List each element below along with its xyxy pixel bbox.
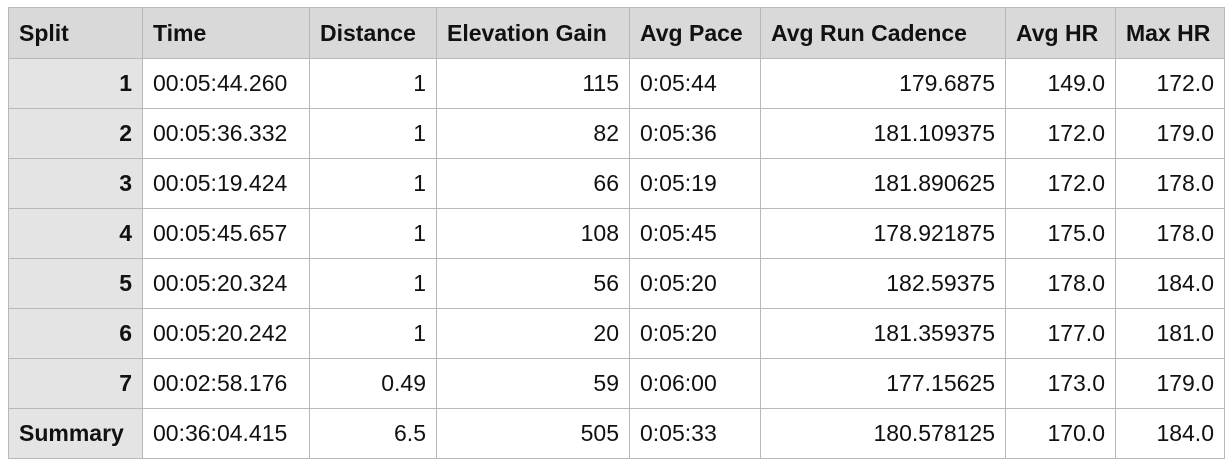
- table-row: 7 00:02:58.176 0.49 59 0:06:00 177.15625…: [8, 358, 1225, 409]
- column-header-distance[interactable]: Distance: [309, 7, 437, 59]
- time-cell[interactable]: 00:05:44.260: [142, 58, 310, 109]
- time-cell[interactable]: 00:05:20.324: [142, 258, 310, 309]
- table-row: 2 00:05:36.332 1 82 0:05:36 181.109375 1…: [8, 108, 1225, 159]
- split-number-cell[interactable]: 4: [8, 208, 143, 259]
- avg-pace-cell[interactable]: 0:05:20: [629, 258, 761, 309]
- avg-run-cadence-cell[interactable]: 182.59375: [760, 258, 1006, 309]
- elevation-gain-cell[interactable]: 56: [436, 258, 630, 309]
- avg-pace-cell[interactable]: 0:05:45: [629, 208, 761, 259]
- max-hr-cell[interactable]: 172.0: [1115, 58, 1225, 109]
- table-row: 1 00:05:44.260 1 115 0:05:44 179.6875 14…: [8, 58, 1225, 109]
- split-number-cell[interactable]: 7: [8, 358, 143, 409]
- avg-pace-cell[interactable]: 0:05:33: [629, 408, 761, 459]
- table-row: 4 00:05:45.657 1 108 0:05:45 178.921875 …: [8, 208, 1225, 259]
- time-cell[interactable]: 00:36:04.415: [142, 408, 310, 459]
- time-cell[interactable]: 00:05:20.242: [142, 308, 310, 359]
- avg-pace-cell[interactable]: 0:06:00: [629, 358, 761, 409]
- split-number-cell[interactable]: 5: [8, 258, 143, 309]
- elevation-gain-cell[interactable]: 108: [436, 208, 630, 259]
- max-hr-cell[interactable]: 178.0: [1115, 208, 1225, 259]
- summary-row: Summary 00:36:04.415 6.5 505 0:05:33 180…: [8, 408, 1225, 459]
- avg-pace-cell[interactable]: 0:05:36: [629, 108, 761, 159]
- avg-hr-cell[interactable]: 170.0: [1005, 408, 1116, 459]
- max-hr-cell[interactable]: 179.0: [1115, 108, 1225, 159]
- time-cell[interactable]: 00:02:58.176: [142, 358, 310, 409]
- split-number-cell[interactable]: 1: [8, 58, 143, 109]
- max-hr-cell[interactable]: 178.0: [1115, 158, 1225, 209]
- max-hr-cell[interactable]: 179.0: [1115, 358, 1225, 409]
- column-header-elevation-gain[interactable]: Elevation Gain: [436, 7, 630, 59]
- summary-label-cell[interactable]: Summary: [8, 408, 143, 459]
- avg-run-cadence-cell[interactable]: 181.109375: [760, 108, 1006, 159]
- distance-cell[interactable]: 1: [309, 258, 437, 309]
- avg-hr-cell[interactable]: 172.0: [1005, 108, 1116, 159]
- distance-cell[interactable]: 6.5: [309, 408, 437, 459]
- max-hr-cell[interactable]: 184.0: [1115, 258, 1225, 309]
- avg-hr-cell[interactable]: 177.0: [1005, 308, 1116, 359]
- avg-hr-cell[interactable]: 173.0: [1005, 358, 1116, 409]
- elevation-gain-cell[interactable]: 59: [436, 358, 630, 409]
- time-cell[interactable]: 00:05:36.332: [142, 108, 310, 159]
- split-number-cell[interactable]: 3: [8, 158, 143, 209]
- elevation-gain-cell[interactable]: 66: [436, 158, 630, 209]
- avg-pace-cell[interactable]: 0:05:20: [629, 308, 761, 359]
- distance-cell[interactable]: 1: [309, 308, 437, 359]
- avg-hr-cell[interactable]: 178.0: [1005, 258, 1116, 309]
- max-hr-cell[interactable]: 181.0: [1115, 308, 1225, 359]
- avg-run-cadence-cell[interactable]: 181.890625: [760, 158, 1006, 209]
- table-row: 6 00:05:20.242 1 20 0:05:20 181.359375 1…: [8, 308, 1225, 359]
- max-hr-cell[interactable]: 184.0: [1115, 408, 1225, 459]
- table-row: 3 00:05:19.424 1 66 0:05:19 181.890625 1…: [8, 158, 1225, 209]
- avg-pace-cell[interactable]: 0:05:44: [629, 58, 761, 109]
- splits-table: Split Time Distance Elevation Gain Avg P…: [8, 7, 1225, 459]
- distance-cell[interactable]: 1: [309, 58, 437, 109]
- avg-pace-cell[interactable]: 0:05:19: [629, 158, 761, 209]
- elevation-gain-cell[interactable]: 115: [436, 58, 630, 109]
- avg-run-cadence-cell[interactable]: 179.6875: [760, 58, 1006, 109]
- avg-run-cadence-cell[interactable]: 180.578125: [760, 408, 1006, 459]
- column-header-avg-hr[interactable]: Avg HR: [1005, 7, 1116, 59]
- column-header-avg-pace[interactable]: Avg Pace: [629, 7, 761, 59]
- time-cell[interactable]: 00:05:19.424: [142, 158, 310, 209]
- distance-cell[interactable]: 0.49: [309, 358, 437, 409]
- avg-run-cadence-cell[interactable]: 177.15625: [760, 358, 1006, 409]
- split-number-cell[interactable]: 6: [8, 308, 143, 359]
- table-row: 5 00:05:20.324 1 56 0:05:20 182.59375 17…: [8, 258, 1225, 309]
- time-cell[interactable]: 00:05:45.657: [142, 208, 310, 259]
- distance-cell[interactable]: 1: [309, 158, 437, 209]
- header-row: Split Time Distance Elevation Gain Avg P…: [8, 7, 1225, 59]
- avg-hr-cell[interactable]: 149.0: [1005, 58, 1116, 109]
- column-header-time[interactable]: Time: [142, 7, 310, 59]
- avg-hr-cell[interactable]: 172.0: [1005, 158, 1116, 209]
- column-header-max-hr[interactable]: Max HR: [1115, 7, 1225, 59]
- elevation-gain-cell[interactable]: 82: [436, 108, 630, 159]
- avg-hr-cell[interactable]: 175.0: [1005, 208, 1116, 259]
- elevation-gain-cell[interactable]: 505: [436, 408, 630, 459]
- column-header-avg-run-cadence[interactable]: Avg Run Cadence: [760, 7, 1006, 59]
- distance-cell[interactable]: 1: [309, 208, 437, 259]
- elevation-gain-cell[interactable]: 20: [436, 308, 630, 359]
- column-header-split[interactable]: Split: [8, 7, 143, 59]
- avg-run-cadence-cell[interactable]: 181.359375: [760, 308, 1006, 359]
- distance-cell[interactable]: 1: [309, 108, 437, 159]
- split-number-cell[interactable]: 2: [8, 108, 143, 159]
- avg-run-cadence-cell[interactable]: 178.921875: [760, 208, 1006, 259]
